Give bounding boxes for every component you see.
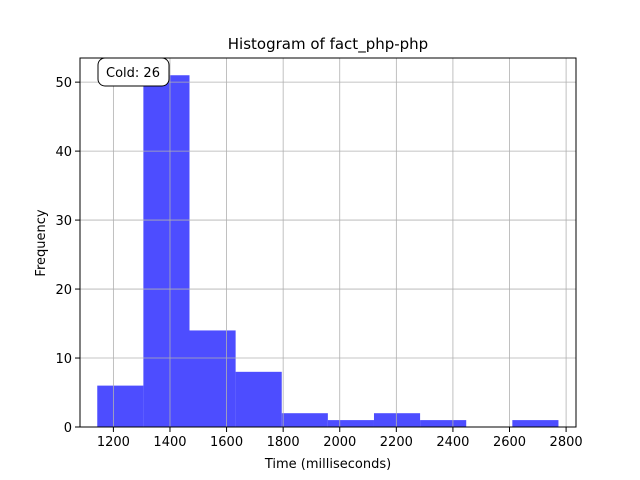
- histogram-bar: [97, 385, 144, 427]
- x-tick-label: 1400: [153, 435, 186, 450]
- x-tick-label: 1200: [97, 435, 130, 450]
- histogram-bar: [512, 420, 559, 427]
- y-tick-label: 0: [64, 421, 72, 436]
- annotation-box: [97, 57, 170, 87]
- annotation-text: Cold: 26: [106, 66, 160, 81]
- x-tick-label: 1800: [267, 435, 300, 450]
- x-axis-label: Time (milliseconds): [264, 457, 391, 472]
- histogram-bar: [373, 413, 421, 427]
- plot-frame: [79, 57, 577, 428]
- histogram-bar: [327, 420, 374, 427]
- axes: 1200 1400 1600 1800 2000 2200 2400 2600 2800 0 10 2…: [55, 57, 583, 450]
- y-tick-label: 20: [55, 283, 72, 298]
- x-tick-label: 1600: [210, 435, 243, 450]
- y-tick-label: 30: [55, 214, 72, 229]
- y-tick-label: 10: [55, 352, 72, 367]
- histogram-bar: [281, 413, 328, 427]
- x-tick-label: 2600: [493, 435, 526, 450]
- x-tick-label: 2800: [550, 435, 583, 450]
- x-tick-label: 2000: [323, 435, 356, 450]
- bars: [97, 75, 559, 428]
- x-tick-label: 2400: [436, 435, 469, 450]
- histogram-bar: [235, 371, 282, 427]
- y-axis-label: Frequency: [34, 209, 49, 276]
- y-tick-label: 40: [55, 145, 72, 160]
- histogram-bar: [143, 75, 190, 428]
- histogram-bar: [189, 330, 236, 427]
- cold-annotation: Cold: 26: [97, 57, 170, 87]
- y-tick-label: 50: [55, 76, 72, 91]
- chart-title: Histogram of fact_php-php: [228, 35, 428, 54]
- histogram-bar: [420, 420, 467, 427]
- x-tick-label: 2200: [380, 435, 413, 450]
